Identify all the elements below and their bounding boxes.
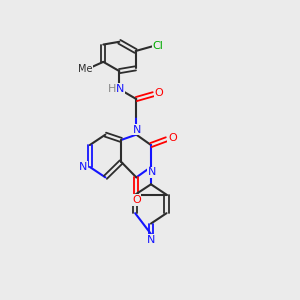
Text: O: O	[155, 88, 164, 98]
Text: Me: Me	[78, 64, 92, 74]
Text: N: N	[147, 235, 155, 245]
Text: N: N	[79, 162, 87, 172]
Text: O: O	[168, 133, 177, 143]
Text: H: H	[107, 84, 116, 94]
Text: N: N	[133, 124, 141, 135]
Text: N: N	[148, 167, 156, 177]
Text: N: N	[116, 84, 125, 94]
Text: Cl: Cl	[152, 41, 164, 51]
Text: O: O	[132, 195, 141, 205]
